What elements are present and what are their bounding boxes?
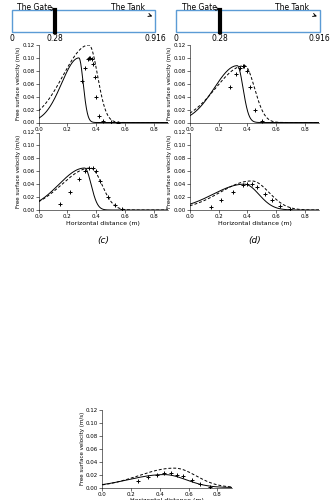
X-axis label: Horizontal distance (m): Horizontal distance (m) — [67, 133, 140, 138]
Text: 0.916: 0.916 — [309, 34, 331, 43]
Y-axis label: Free surface velocity (m/s): Free surface velocity (m/s) — [167, 47, 172, 120]
X-axis label: Horizontal distance (m): Horizontal distance (m) — [218, 220, 291, 226]
Text: (c): (c) — [97, 236, 109, 244]
Text: 0: 0 — [174, 34, 179, 43]
X-axis label: Horizontal distance (m): Horizontal distance (m) — [130, 498, 204, 500]
Text: (b): (b) — [248, 148, 261, 157]
Y-axis label: Free surface velocity (m/s): Free surface velocity (m/s) — [167, 134, 172, 208]
Text: 0: 0 — [9, 34, 14, 43]
Text: The Tank: The Tank — [275, 3, 316, 16]
Text: 0.916: 0.916 — [144, 34, 166, 43]
Text: 0.28: 0.28 — [212, 34, 228, 43]
Bar — [11, 10, 155, 32]
Y-axis label: Free surface velocity (m/s): Free surface velocity (m/s) — [16, 134, 21, 208]
Y-axis label: Free surface velocity (m/s): Free surface velocity (m/s) — [80, 412, 85, 486]
Text: The Gate: The Gate — [17, 3, 55, 12]
Text: The Tank: The Tank — [111, 3, 151, 16]
X-axis label: Horizontal distance (m): Horizontal distance (m) — [67, 220, 140, 226]
Text: (d): (d) — [248, 236, 261, 244]
Text: (a): (a) — [97, 148, 110, 157]
Text: The Gate: The Gate — [182, 3, 220, 12]
X-axis label: Horizontal distance (m): Horizontal distance (m) — [218, 133, 291, 138]
Y-axis label: Free surface velocity (m/s): Free surface velocity (m/s) — [16, 47, 21, 120]
Text: 0.28: 0.28 — [47, 34, 64, 43]
Bar — [176, 10, 320, 32]
